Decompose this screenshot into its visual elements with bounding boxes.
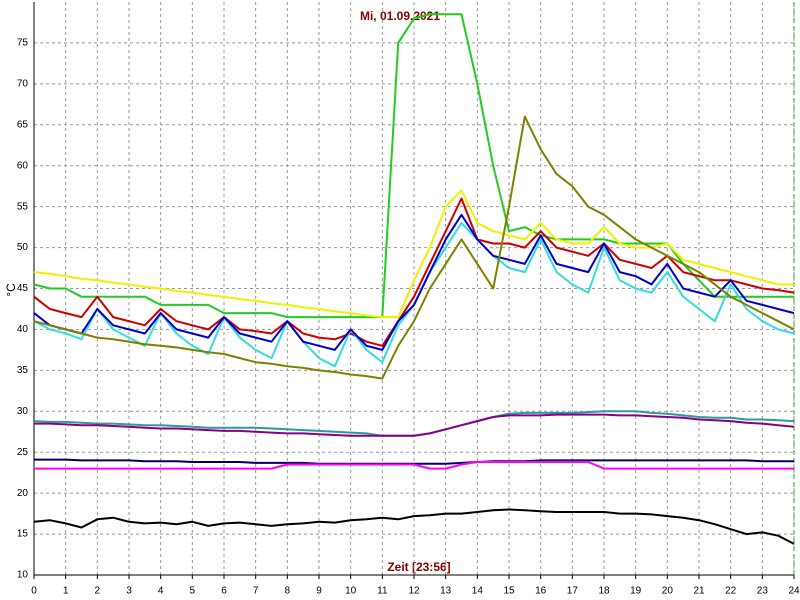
- x-tick-label: 4: [158, 586, 164, 597]
- x-tick-label: 16: [535, 586, 547, 597]
- x-tick-label: 21: [693, 586, 705, 597]
- y-tick-label: 65: [17, 119, 29, 130]
- x-tick-label: 20: [662, 586, 674, 597]
- y-tick-label: 30: [17, 406, 29, 417]
- x-tick-label: 1: [63, 586, 69, 597]
- x-tick-label: 14: [472, 586, 484, 597]
- y-tick-label: 35: [17, 365, 29, 376]
- x-axis-label: Zeit [23:56]: [387, 560, 450, 574]
- x-tick-label: 17: [567, 586, 579, 597]
- y-tick-label: 15: [17, 529, 29, 540]
- x-tick-label: 10: [345, 586, 357, 597]
- y-tick-label: 60: [17, 160, 29, 171]
- series-line: [34, 413, 795, 437]
- y-axis-label: °C: [4, 283, 18, 297]
- x-tick-label: 23: [757, 586, 769, 597]
- y-tick-label: 75: [17, 38, 29, 49]
- y-tick-label: 50: [17, 242, 29, 253]
- x-tick-label: 9: [316, 586, 322, 597]
- x-tick-label: 5: [190, 586, 196, 597]
- x-tick-label: 13: [440, 586, 452, 597]
- x-tick-label: 6: [221, 586, 227, 597]
- x-tick-label: 2: [95, 586, 101, 597]
- x-tick-label: 11: [377, 586, 388, 597]
- x-tick-label: 18: [598, 586, 610, 597]
- y-tick-label: 25: [17, 447, 29, 458]
- x-tick-label: 12: [408, 586, 420, 597]
- x-tick-label: 8: [285, 586, 291, 597]
- x-tick-label: 24: [788, 586, 800, 597]
- y-tick-label: 20: [17, 488, 29, 499]
- chart-title: Mi, 01.09.2021: [360, 9, 440, 23]
- y-tick-label: 40: [17, 324, 29, 335]
- x-tick-label: 15: [503, 586, 515, 597]
- series-line: [33, 115, 795, 380]
- series-line: [33, 189, 794, 319]
- y-tick-label: 10: [17, 570, 29, 581]
- y-tick-label: 45: [17, 283, 29, 294]
- y-tick-label: 55: [17, 201, 29, 212]
- series-line: [33, 213, 795, 351]
- x-tick-label: 22: [725, 586, 737, 597]
- x-tick-label: 0: [31, 586, 37, 597]
- y-tick-label: 70: [17, 78, 29, 89]
- x-tick-label: 7: [253, 586, 259, 597]
- series-line: [33, 508, 795, 545]
- x-tick-label: 3: [126, 586, 132, 597]
- x-tick-label: 19: [630, 586, 642, 597]
- series-line: [34, 461, 794, 470]
